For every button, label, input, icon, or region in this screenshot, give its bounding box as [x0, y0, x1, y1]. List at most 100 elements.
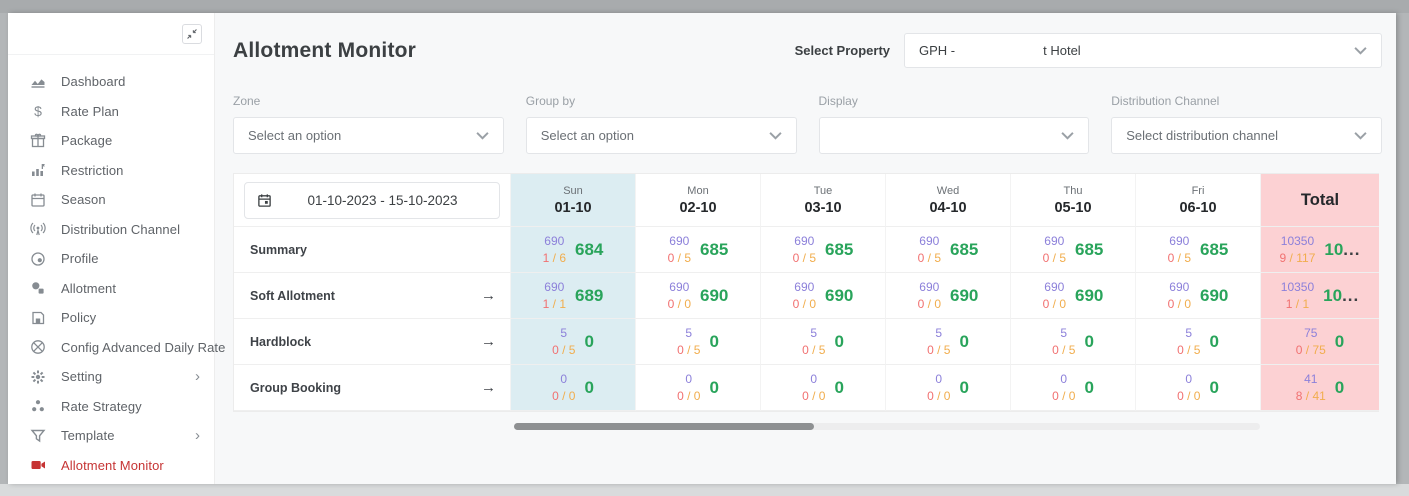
capacity-value: 690: [669, 234, 690, 249]
used-value: 0: [667, 296, 675, 311]
truncation-ellipsis: ...: [1343, 239, 1361, 259]
column-header-sun[interactable]: Sun 01-10: [511, 174, 636, 227]
sidebar-item-policy[interactable]: Policy: [8, 303, 214, 333]
distribution-channel-dropdown[interactable]: Select distribution channel: [1111, 117, 1382, 154]
of-value: 41: [1312, 388, 1326, 403]
sidebar-item-profile[interactable]: Profile: [8, 244, 214, 274]
sidebar-item-allotment-monitor[interactable]: Allotment Monitor: [8, 451, 214, 481]
filter-display: Display: [818, 94, 1090, 154]
of-value: 0: [1059, 296, 1066, 311]
available-value: 0: [959, 377, 969, 397]
used-value: 0: [677, 342, 684, 357]
calendar-icon: [257, 193, 272, 208]
available-value: 0: [959, 331, 969, 351]
sidebar-item-restriction[interactable]: Restriction: [8, 156, 214, 186]
sidebar-item-rate-plan[interactable]: $ Rate Plan: [8, 97, 214, 127]
used-value: 0: [552, 388, 559, 403]
expand-arrow-icon[interactable]: →: [481, 287, 496, 304]
day-name: Sun: [563, 184, 583, 197]
sidebar-item-setting[interactable]: Setting ›: [8, 362, 214, 392]
capacity-value: 0: [810, 372, 818, 387]
expand-arrow-icon[interactable]: →: [481, 333, 496, 350]
filter-bar: Zone Select an option Group by Select an op…: [233, 94, 1382, 154]
column-header-tue[interactable]: Tue 03-10: [761, 174, 886, 227]
display-dropdown[interactable]: [818, 117, 1090, 154]
allotment-fraction: 690 0 / 5: [917, 234, 941, 265]
property-dropdown[interactable]: GPH -t Hotel: [904, 33, 1382, 68]
allotment-fraction: 690 0 / 5: [1167, 234, 1191, 265]
used-value: 1: [542, 250, 550, 265]
sidebar-item-label: Setting: [61, 369, 103, 385]
sidebar-item-dashboard[interactable]: Dashboard: [8, 67, 214, 97]
column-header-thu[interactable]: Thu 05-10: [1011, 174, 1136, 227]
sidebar-item-template[interactable]: Template ›: [8, 421, 214, 451]
day-name: Wed: [936, 184, 960, 197]
zone-dropdown[interactable]: Select an option: [233, 117, 504, 154]
allotment-fraction: 10350 9 / 117: [1279, 234, 1316, 265]
column-header-total: Total: [1261, 174, 1379, 227]
day-date: 01-10: [554, 199, 592, 216]
row-label-group-booking[interactable]: Group Booking →: [234, 365, 511, 411]
funnel-icon: [30, 427, 47, 444]
policy-icon: [30, 309, 47, 326]
filter-label: Distribution Channel: [1111, 94, 1220, 108]
expand-arrow-icon[interactable]: →: [481, 379, 496, 396]
available-value: 0: [709, 331, 719, 351]
used-value: 0: [552, 342, 559, 357]
day-date: 05-10: [1054, 199, 1092, 216]
capacity-value: 0: [1185, 372, 1193, 387]
sidebar: Dashboard $ Rate Plan Package Restriction Sea…: [8, 13, 225, 484]
of-value: 117: [1296, 250, 1316, 265]
chevron-down-icon: [1354, 46, 1367, 55]
day-date: 06-10: [1179, 199, 1217, 216]
used-value: 0: [802, 388, 809, 403]
sidebar-item-package[interactable]: Package: [8, 126, 214, 156]
sidebar-item-config-advanced-daily-rate[interactable]: Config Advanced Daily Rate: [8, 333, 225, 363]
column-header-fri[interactable]: Fri 06-10: [1136, 174, 1261, 227]
column-header-wed[interactable]: Wed 04-10: [886, 174, 1011, 227]
filter-label: Group by: [525, 94, 576, 108]
cell-summary-wed: 690 0 / 5 685: [886, 227, 1011, 273]
of-value: 5: [1059, 250, 1066, 265]
chevron-right-icon: ›: [195, 427, 200, 445]
of-value: 0: [943, 388, 951, 403]
profile-icon: [30, 250, 47, 267]
available-value: 0: [1209, 331, 1219, 351]
sidebar-item-label: Allotment: [61, 280, 117, 296]
truncation-ellipsis: ...: [1342, 285, 1360, 305]
capacity-value: 0: [685, 372, 693, 387]
scrollbar-thumb[interactable]: [514, 423, 814, 430]
row-label-soft-allotment[interactable]: Soft Allotment →: [234, 273, 511, 319]
available-value: 0: [1084, 377, 1094, 397]
sidebar-item-label: Config Advanced Daily Rate: [61, 339, 226, 355]
sidebar-item-season[interactable]: Season: [8, 185, 214, 215]
sidebar-header: [8, 13, 214, 55]
capacity-value: 5: [1060, 326, 1068, 341]
used-value: 0: [667, 250, 675, 265]
horizontal-scrollbar[interactable]: [514, 423, 1260, 430]
chevron-down-icon: [768, 131, 782, 140]
capacity-value: 690: [1044, 280, 1065, 295]
column-header-mon[interactable]: Mon 02-10: [636, 174, 761, 227]
cell-soft-allotment-fri: 690 0 / 0 690: [1136, 273, 1261, 319]
sidebar-item-rate-strategy[interactable]: Rate Strategy: [8, 392, 214, 422]
sidebar-item-allotment[interactable]: Allotment: [8, 274, 214, 304]
row-label-hardblock[interactable]: Hardblock →: [234, 319, 511, 365]
total-label: Total: [1300, 190, 1340, 209]
sidebar-item-distribution-channel[interactable]: Distribution Channel: [8, 215, 214, 245]
date-range-picker[interactable]: 01-10-2023 - 15-10-2023: [244, 181, 500, 219]
day-date: 04-10: [929, 199, 967, 216]
of-value: 6: [559, 250, 566, 265]
sidebar-item-label: Template: [61, 428, 115, 444]
sidebar-collapse-button[interactable]: [182, 23, 202, 44]
group-by-dropdown[interactable]: Select an option: [525, 117, 797, 154]
allotment-fraction: 41 8 / 41: [1295, 372, 1326, 403]
row-label-summary: Summary: [234, 227, 511, 273]
allotment-fraction: 690 0 / 5: [1042, 234, 1066, 265]
calendar-icon: [30, 191, 47, 208]
used-value: 0: [1295, 342, 1303, 357]
